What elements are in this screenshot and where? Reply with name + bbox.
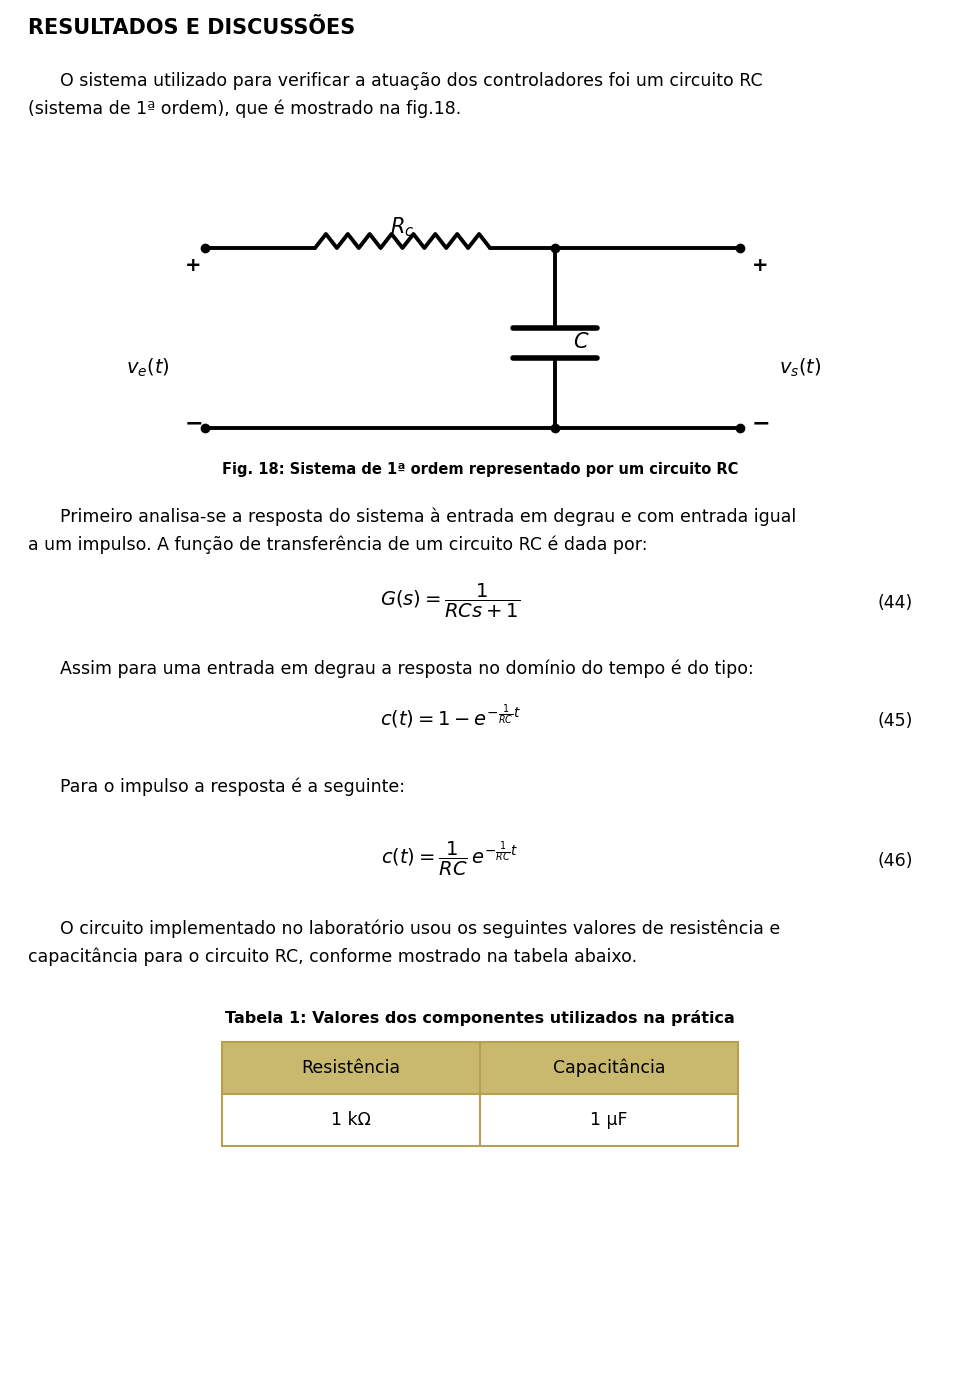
Text: (sistema de 1ª ordem), que é mostrado na fig.18.: (sistema de 1ª ordem), que é mostrado na…: [28, 100, 461, 118]
Text: (44): (44): [877, 595, 913, 612]
Text: 1 μF: 1 μF: [590, 1111, 628, 1129]
Text: Resistência: Resistência: [301, 1059, 400, 1076]
Text: O circuito implementado no laboratório usou os seguintes valores de resistência : O circuito implementado no laboratório u…: [60, 920, 780, 939]
Text: capacitância para o circuito RC, conforme mostrado na tabela abaixo.: capacitância para o circuito RC, conform…: [28, 947, 637, 965]
Text: $c(t) = \dfrac{1}{RC}\,e^{-\frac{1}{RC}t}$: $c(t) = \dfrac{1}{RC}\,e^{-\frac{1}{RC}t…: [381, 840, 518, 879]
Text: $v_e(t)$: $v_e(t)$: [126, 357, 170, 379]
Text: 1 kΩ: 1 kΩ: [331, 1111, 371, 1129]
Text: Capacitância: Capacitância: [553, 1059, 665, 1078]
Text: $G(s) = \dfrac{1}{RCs + 1}$: $G(s) = \dfrac{1}{RCs + 1}$: [380, 582, 520, 621]
Text: Assim para uma entrada em degrau a resposta no domínio do tempo é do tipo:: Assim para uma entrada em degrau a respo…: [60, 660, 754, 678]
Text: a um impulso. A função de transferência de um circuito RC é dada por:: a um impulso. A função de transferência …: [28, 535, 647, 553]
Text: (45): (45): [877, 713, 913, 730]
Text: RESULTADOS E DISCUSSÕES: RESULTADOS E DISCUSSÕES: [28, 18, 355, 38]
Text: $v_s(t)$: $v_s(t)$: [779, 357, 821, 379]
Text: Primeiro analisa-se a resposta do sistema à entrada em degrau e com entrada igua: Primeiro analisa-se a resposta do sistem…: [60, 508, 796, 526]
Text: $C$: $C$: [573, 332, 589, 351]
Text: +: +: [752, 255, 769, 275]
Text: Tabela 1: Valores dos componentes utilizados na prática: Tabela 1: Valores dos componentes utiliz…: [226, 1011, 734, 1026]
Text: Para o impulso a resposta é a seguinte:: Para o impulso a resposta é a seguinte:: [60, 778, 405, 796]
Text: $\mathit{R}_\mathit{c}$: $\mathit{R}_\mathit{c}$: [391, 216, 415, 239]
Text: −: −: [185, 413, 204, 432]
Bar: [222, 1042, 738, 1094]
Bar: [222, 1094, 738, 1146]
Text: (46): (46): [877, 853, 913, 870]
Text: O sistema utilizado para verificar a atuação dos controladores foi um circuito R: O sistema utilizado para verificar a atu…: [60, 71, 762, 91]
Text: −: −: [752, 413, 771, 432]
Text: +: +: [185, 255, 202, 275]
Text: Fig. 18: Sistema de 1ª ordem representado por um circuito RC: Fig. 18: Sistema de 1ª ordem representad…: [222, 461, 738, 476]
Text: $c(t) = 1 - e^{-\frac{1}{RC}t}$: $c(t) = 1 - e^{-\frac{1}{RC}t}$: [379, 702, 520, 730]
